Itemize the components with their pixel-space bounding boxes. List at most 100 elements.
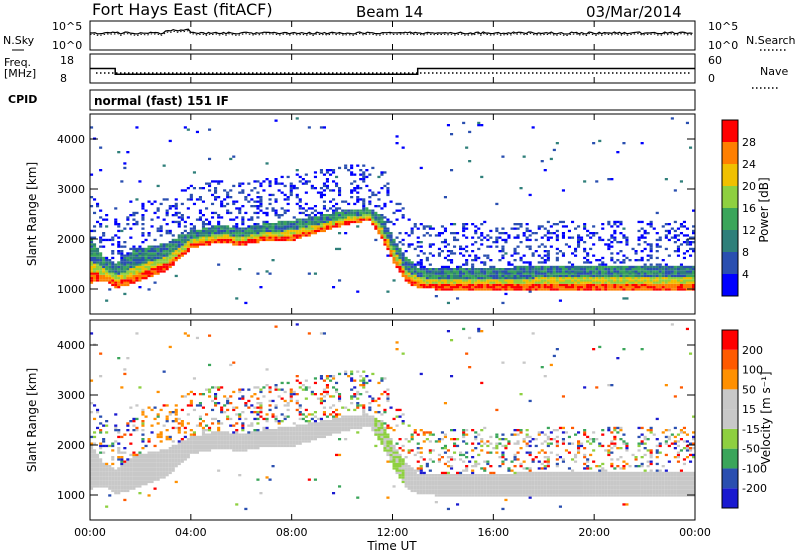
power-cell <box>419 250 423 253</box>
velocity-cell <box>114 429 118 432</box>
power-cell <box>377 220 381 224</box>
power-cell <box>156 272 160 275</box>
velocity-cell <box>144 467 148 470</box>
velocity-cell <box>386 449 390 452</box>
power-cell <box>552 281 556 284</box>
power-cell <box>564 243 568 246</box>
power-cell <box>474 281 478 284</box>
power-cell <box>147 263 151 266</box>
power-cell <box>147 247 151 251</box>
power-cell <box>325 178 329 181</box>
velocity-cell <box>277 440 281 443</box>
power-cell <box>610 256 614 260</box>
power-cell <box>498 283 502 287</box>
power-cell <box>558 279 562 282</box>
power-cell <box>120 245 124 248</box>
velocity-cell <box>368 402 372 405</box>
power-cell <box>362 175 366 179</box>
power-cell <box>90 263 94 266</box>
power-cell <box>319 214 323 217</box>
power-cell <box>465 274 469 278</box>
power-cell <box>150 259 154 262</box>
power-cell <box>673 272 677 275</box>
power-cell <box>555 256 559 260</box>
velocity-cell <box>198 447 202 450</box>
velocity-cell <box>105 480 109 484</box>
power-cell <box>676 283 680 287</box>
power-cell <box>516 234 520 237</box>
power-cell <box>277 214 281 217</box>
power-cell <box>574 281 578 284</box>
power-cell <box>664 229 668 233</box>
velocity-cell <box>226 438 230 441</box>
velocity-cell <box>235 435 239 439</box>
power-cell <box>604 288 608 291</box>
power-cell <box>577 265 581 269</box>
power-cell <box>456 277 460 280</box>
power-cell <box>685 234 689 237</box>
velocity-cell <box>286 381 290 385</box>
velocity-cell <box>189 435 193 439</box>
power-cell <box>679 274 683 278</box>
power-cell <box>428 225 432 228</box>
power-cell <box>477 281 481 284</box>
power-cell <box>353 189 357 192</box>
power-cell <box>144 263 148 266</box>
velocity-cell <box>250 447 254 450</box>
power-cell <box>495 277 499 280</box>
velocity-cell <box>153 471 157 475</box>
power-cell <box>462 281 466 284</box>
power-cell <box>141 270 145 273</box>
velocity-cell <box>410 480 414 484</box>
power-cell <box>622 281 626 284</box>
power-cell <box>153 268 157 271</box>
velocity-cell <box>304 426 308 430</box>
power-cell <box>114 234 118 237</box>
power-cell <box>319 126 323 129</box>
velocity-cell <box>247 388 251 391</box>
velocity-cell <box>286 438 290 441</box>
power-cell <box>138 286 142 289</box>
power-cell <box>601 279 605 282</box>
power-cell <box>501 270 505 273</box>
power-cell <box>359 214 363 217</box>
power-cell <box>440 279 444 282</box>
power-cell <box>580 286 584 289</box>
power-cell <box>577 234 581 237</box>
power-cell <box>235 229 239 233</box>
power-cell <box>132 277 136 280</box>
velocity-cell <box>446 483 450 486</box>
power-cell <box>531 254 535 257</box>
velocity-cell <box>126 474 130 477</box>
velocity-cell <box>374 431 378 434</box>
power-cell <box>425 279 429 282</box>
power-cell <box>646 283 650 287</box>
power-cell <box>283 184 287 188</box>
power-cell <box>168 263 172 266</box>
power-cell <box>456 283 460 287</box>
power-cell <box>601 263 605 266</box>
velocity-cell <box>425 487 429 490</box>
power-cell <box>159 250 163 253</box>
power-cell <box>135 256 139 260</box>
power-cell <box>640 272 644 275</box>
power-cell <box>380 173 384 176</box>
power-cell <box>220 205 224 208</box>
power-cell <box>407 243 411 246</box>
power-cell <box>486 272 490 275</box>
power-cell <box>365 184 369 188</box>
power-cell <box>298 227 302 230</box>
velocity-cell <box>247 406 251 409</box>
velocity-cell <box>307 426 311 430</box>
power-cell <box>607 288 611 291</box>
power-cell <box>419 166 423 170</box>
power-cell <box>583 227 587 230</box>
power-cell <box>211 211 215 215</box>
power-cell <box>271 229 275 233</box>
power-cell <box>392 252 396 255</box>
velocity-cell <box>407 471 411 475</box>
power-cell <box>111 268 115 271</box>
power-cell <box>253 223 257 226</box>
power-cell <box>265 229 269 233</box>
power-cell <box>262 232 266 235</box>
